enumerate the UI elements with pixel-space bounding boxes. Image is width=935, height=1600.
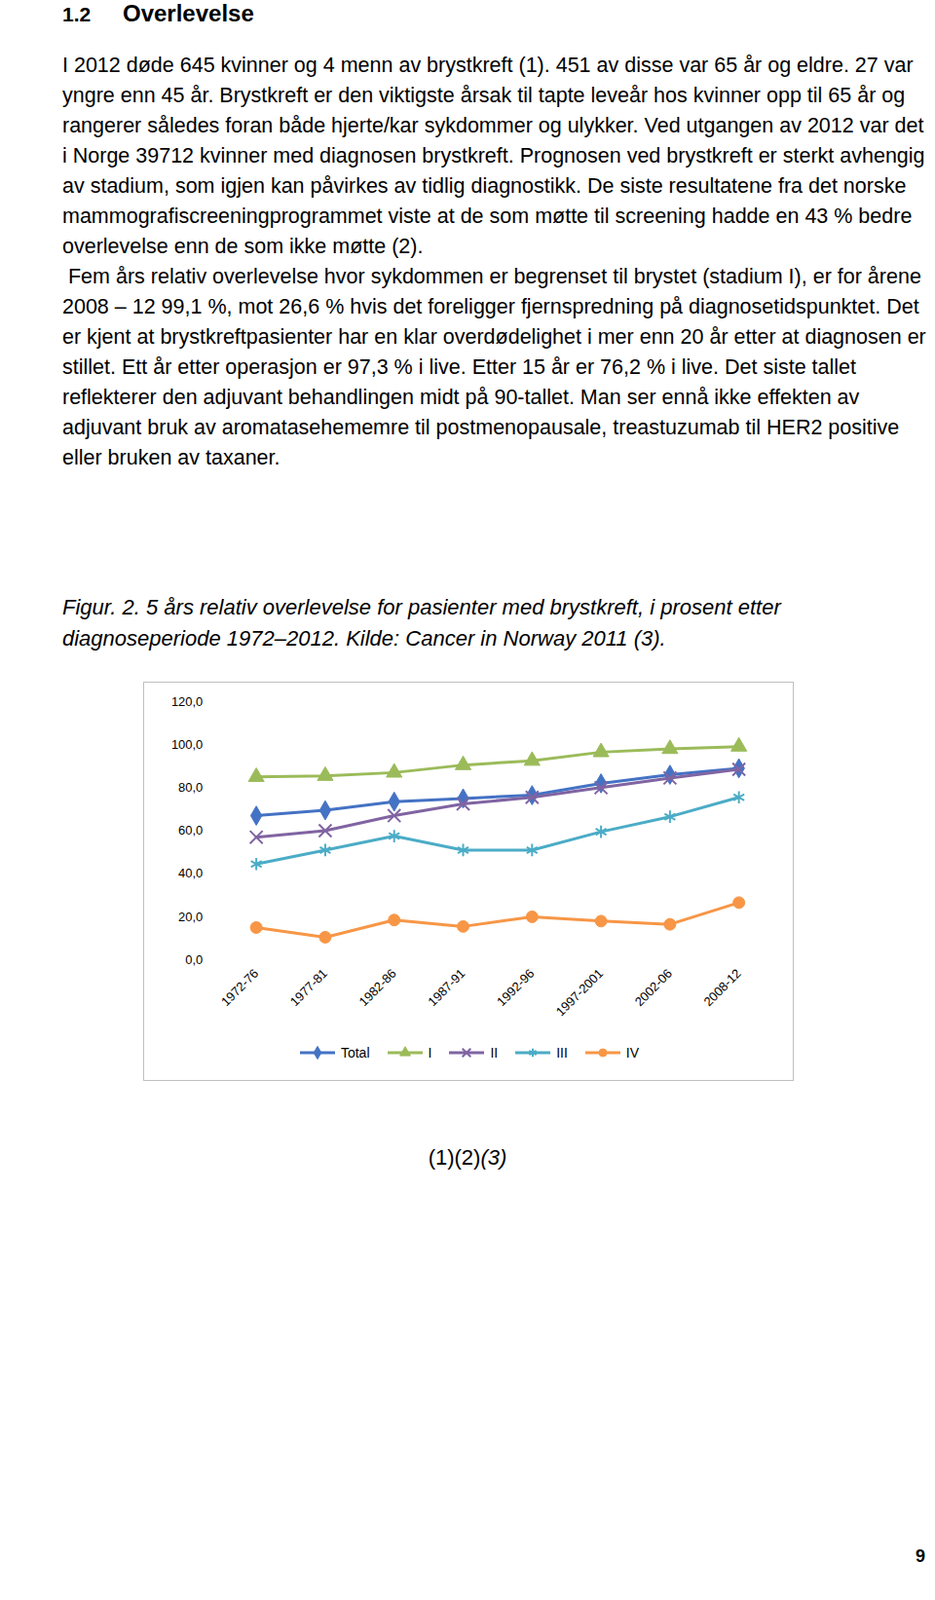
svg-text:1997-2001: 1997-2001 xyxy=(553,966,606,1019)
svg-text:1982-86: 1982-86 xyxy=(356,966,400,1010)
svg-text:1992-96: 1992-96 xyxy=(493,966,537,1010)
html-text:(1) (2) (3): (1) (2) (3) xyxy=(428,1145,507,1170)
svg-text:2002-06: 2002-06 xyxy=(632,966,675,1010)
svg-text:40,0: 40,0 xyxy=(178,865,203,881)
html-text:I: I xyxy=(428,1045,432,1061)
svg-text:2008-12: 2008-12 xyxy=(700,966,744,1010)
html-text:II: II xyxy=(490,1045,498,1061)
svg-text:80,0: 80,0 xyxy=(178,780,203,795)
svg-text:1977-81: 1977-81 xyxy=(287,966,331,1010)
html-text:Figur. 2. 5 års relativ overle: Figur. 2. 5 års relativ overlevelse for … xyxy=(62,595,781,651)
html-text:Overlevelse: Overlevelse xyxy=(122,0,255,27)
html-text:I 2012 døde 645 kvinner og 4 m: I 2012 døde 645 kvinner og 4 menn av bry… xyxy=(62,53,931,259)
svg-text:20,0: 20,0 xyxy=(178,909,203,925)
svg-text:60,0: 60,0 xyxy=(178,822,203,838)
svg-text:120,0: 120,0 xyxy=(171,694,203,710)
html-text:Total: Total xyxy=(340,1045,370,1061)
svg-text:0,0: 0,0 xyxy=(185,952,203,968)
svg-text:100,0: 100,0 xyxy=(171,737,203,752)
html-text:IV: IV xyxy=(626,1045,640,1061)
svg-text:1972-76: 1972-76 xyxy=(218,966,262,1010)
html-text:Fem års relativ overlevelse hv: Fem års relativ overlevelse hvor sykdomm… xyxy=(62,264,932,470)
html-text:1.2: 1.2 xyxy=(62,2,91,26)
html-text:III: III xyxy=(556,1045,568,1061)
svg-text:1987-91: 1987-91 xyxy=(424,966,468,1010)
html-text:9: 9 xyxy=(915,1546,926,1567)
